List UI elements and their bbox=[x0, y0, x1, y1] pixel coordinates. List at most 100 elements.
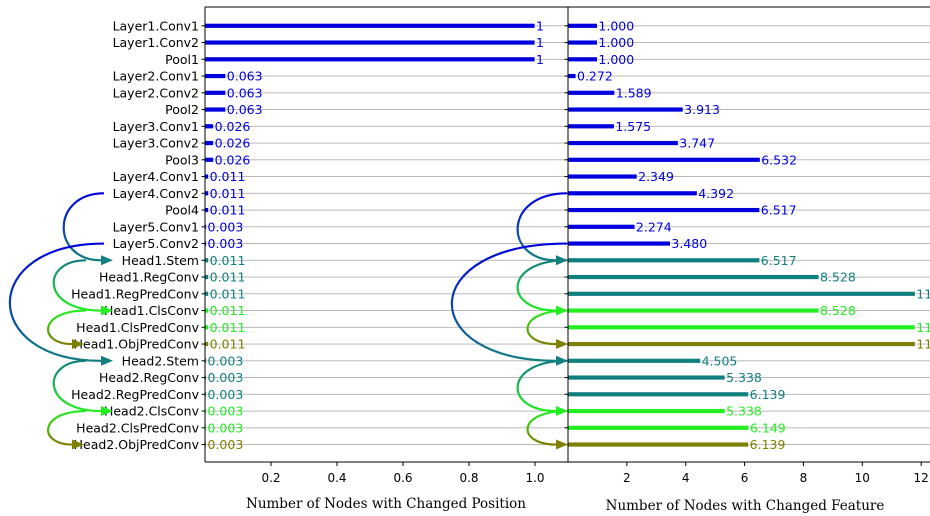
data-label: 1 bbox=[536, 52, 544, 67]
arrowhead bbox=[101, 406, 113, 417]
x-tick-label: 2 bbox=[623, 471, 631, 485]
x-tick-label: 1.0 bbox=[525, 471, 544, 485]
data-label: 6.517 bbox=[761, 203, 797, 218]
data-label: 11.8 bbox=[916, 286, 930, 301]
category-label: Head2.RegPredConv bbox=[71, 387, 199, 402]
data-label: 1.000 bbox=[598, 52, 634, 67]
category-label: Head2.ClsConv bbox=[104, 404, 200, 419]
connection-arrow bbox=[526, 309, 568, 346]
bar bbox=[567, 374, 726, 381]
bar bbox=[204, 106, 227, 113]
arrowhead bbox=[72, 439, 84, 450]
data-label: 6.517 bbox=[761, 253, 797, 268]
bar bbox=[204, 22, 536, 29]
data-label: 0.026 bbox=[215, 119, 251, 134]
bar bbox=[204, 173, 210, 180]
bar bbox=[567, 307, 820, 314]
bar bbox=[204, 190, 210, 197]
bar bbox=[567, 190, 698, 197]
data-label: 3.480 bbox=[671, 236, 707, 251]
bar bbox=[567, 223, 636, 230]
arrowhead bbox=[101, 305, 113, 316]
panel-changed-position: 1110.0630.0630.0630.0260.0260.0260.0110.… bbox=[201, 6, 568, 485]
data-label: 0.063 bbox=[227, 69, 263, 84]
data-label: 0.003 bbox=[208, 387, 244, 402]
bar bbox=[567, 106, 684, 113]
category-label: Head1.ClsConv bbox=[104, 303, 200, 318]
category-label: Layer4.Conv1 bbox=[113, 169, 199, 184]
x-tick-label: 4 bbox=[682, 471, 690, 485]
data-label: 4.505 bbox=[702, 353, 738, 368]
arrowhead bbox=[72, 339, 84, 350]
category-label: Head1.Stem bbox=[122, 253, 199, 268]
x-tick-label: 10 bbox=[855, 471, 870, 485]
connection-arrow bbox=[52, 359, 102, 413]
bar bbox=[567, 324, 916, 331]
connection-arrow bbox=[516, 359, 568, 413]
data-label: 0.011 bbox=[210, 320, 246, 335]
connection-arrow bbox=[52, 259, 102, 312]
data-label: 1.575 bbox=[615, 119, 651, 134]
bar bbox=[204, 123, 214, 130]
category-label: Layer5.Conv2 bbox=[113, 236, 199, 251]
connection-arrow bbox=[47, 309, 87, 346]
category-label: Pool2 bbox=[165, 102, 199, 117]
bar bbox=[567, 22, 598, 29]
x-tick-label: 8 bbox=[800, 471, 808, 485]
data-label: 5.338 bbox=[726, 404, 762, 419]
x-tick-label: 12 bbox=[914, 471, 929, 485]
bar bbox=[204, 324, 210, 331]
bar bbox=[567, 173, 638, 180]
connection-arrow bbox=[450, 242, 568, 362]
category-label: Layer2.Conv2 bbox=[113, 85, 199, 100]
bar bbox=[204, 73, 227, 79]
category-label: Head2.ObjPredConv bbox=[74, 437, 200, 452]
arrowhead bbox=[556, 339, 568, 350]
bar bbox=[567, 357, 701, 364]
data-label: 3.913 bbox=[684, 102, 720, 117]
bar bbox=[567, 123, 615, 130]
bar bbox=[204, 257, 210, 264]
data-label: 0.011 bbox=[210, 286, 246, 301]
data-label: 0.011 bbox=[210, 203, 246, 218]
connection-arrow bbox=[47, 409, 87, 446]
data-label: 6.149 bbox=[750, 420, 786, 435]
category-labels: Layer1.Conv1 Layer1.Conv2 Pool1 Layer2.Conv… bbox=[71, 18, 199, 452]
data-label: 0.026 bbox=[215, 136, 251, 151]
category-label: Head2.ClsPredConv bbox=[76, 420, 199, 435]
bar bbox=[567, 207, 761, 213]
data-label: 1.000 bbox=[598, 18, 634, 33]
connection-arrow bbox=[516, 192, 568, 262]
data-label: 0.011 bbox=[210, 169, 246, 184]
bar bbox=[567, 73, 577, 79]
data-label: 0.003 bbox=[208, 353, 244, 368]
data-label: 1.589 bbox=[616, 85, 652, 100]
bar bbox=[567, 391, 750, 398]
data-label: 8.528 bbox=[820, 270, 856, 285]
connection-arrow bbox=[62, 192, 105, 262]
x-tick-label: 0.4 bbox=[327, 471, 346, 485]
data-label: 0.272 bbox=[577, 69, 613, 84]
bar bbox=[204, 341, 210, 347]
data-label: 1 bbox=[536, 18, 544, 33]
data-label: 6.532 bbox=[761, 152, 797, 167]
bar bbox=[567, 89, 616, 96]
left-x-axis-label: Number of Nodes with Changed Position bbox=[246, 496, 526, 512]
data-label: 0.011 bbox=[210, 253, 246, 268]
bar bbox=[567, 274, 820, 280]
data-label: 0.003 bbox=[208, 219, 244, 234]
category-label: Layer4.Conv2 bbox=[113, 186, 199, 201]
data-label: 11.8 bbox=[916, 320, 930, 335]
category-label: Layer2.Conv1 bbox=[113, 69, 199, 84]
category-label: Head2.Stem bbox=[122, 353, 199, 368]
data-label: 0.011 bbox=[210, 303, 246, 318]
category-label: Pool4 bbox=[165, 203, 199, 218]
category-label: Layer1.Conv1 bbox=[113, 18, 199, 33]
connection-arrows bbox=[8, 192, 568, 450]
data-label: 1 bbox=[536, 35, 544, 50]
bar bbox=[567, 156, 761, 163]
category-label: Pool3 bbox=[165, 152, 199, 167]
bar bbox=[567, 39, 598, 46]
